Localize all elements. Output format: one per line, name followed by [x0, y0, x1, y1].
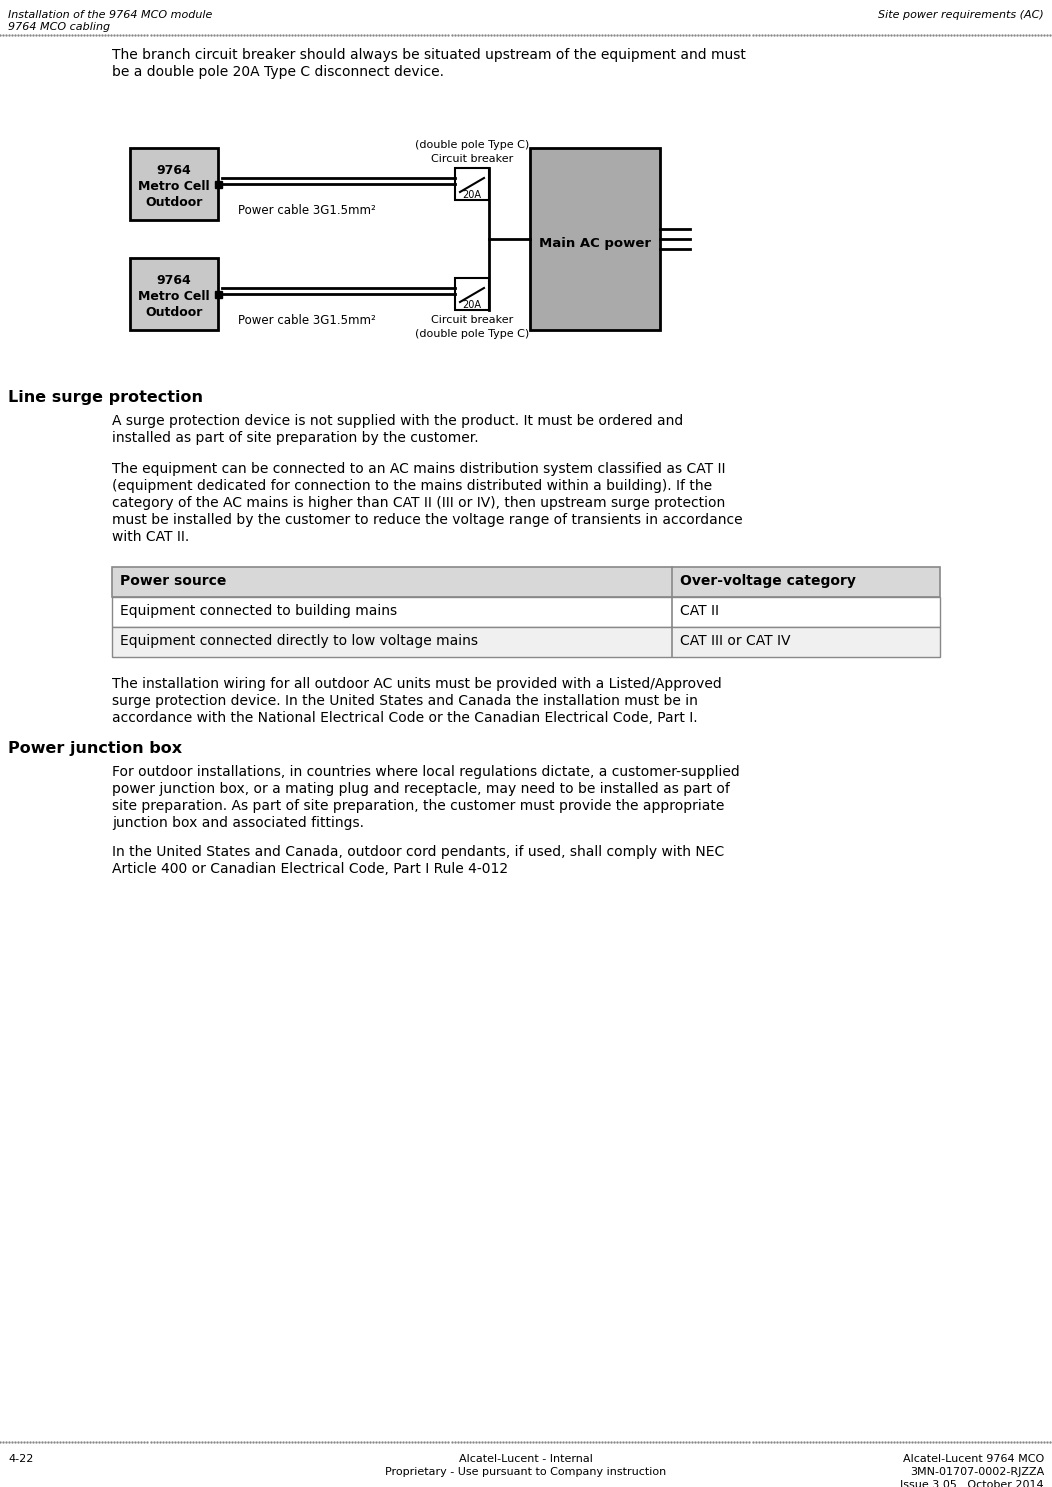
Text: Equipment connected directly to low voltage mains: Equipment connected directly to low volt…: [120, 633, 478, 648]
Text: 4-22: 4-22: [8, 1454, 34, 1465]
Text: The installation wiring for all outdoor AC units must be provided with a Listed/: The installation wiring for all outdoor …: [112, 677, 722, 691]
Bar: [215, 290, 222, 297]
Bar: [130, 149, 218, 220]
Text: For outdoor installations, in countries where local regulations dictate, a custo: For outdoor installations, in countries …: [112, 764, 740, 779]
Text: (double pole Type C): (double pole Type C): [414, 140, 529, 150]
Bar: [112, 596, 940, 628]
Text: must be installed by the customer to reduce the voltage range of transients in a: must be installed by the customer to red…: [112, 513, 743, 526]
Text: Power junction box: Power junction box: [8, 741, 182, 755]
Text: 9764: 9764: [157, 164, 191, 177]
Bar: [456, 168, 489, 199]
Text: The equipment can be connected to an AC mains distribution system classified as : The equipment can be connected to an AC …: [112, 462, 726, 476]
Text: installed as part of site preparation by the customer.: installed as part of site preparation by…: [112, 431, 479, 445]
Text: Circuit breaker: Circuit breaker: [431, 315, 513, 326]
Text: Proprietary - Use pursuant to Company instruction: Proprietary - Use pursuant to Company in…: [385, 1468, 667, 1477]
Text: with CAT II.: with CAT II.: [112, 529, 189, 544]
Text: Site power requirements (AC): Site power requirements (AC): [878, 10, 1044, 19]
Text: Outdoor: Outdoor: [145, 196, 203, 210]
Bar: [530, 149, 660, 330]
Text: Power source: Power source: [120, 574, 226, 587]
Text: Alcatel-Lucent - Internal: Alcatel-Lucent - Internal: [459, 1454, 593, 1465]
Text: 20A: 20A: [463, 190, 482, 199]
Text: CAT II: CAT II: [680, 604, 719, 619]
Text: Equipment connected to building mains: Equipment connected to building mains: [120, 604, 397, 619]
Bar: [456, 278, 489, 309]
Text: Issue 3.05   October 2014: Issue 3.05 October 2014: [901, 1480, 1044, 1487]
Text: Power cable 3G1.5mm²: Power cable 3G1.5mm²: [238, 314, 376, 327]
Text: Article 400 or Canadian Electrical Code, Part I Rule 4-012: Article 400 or Canadian Electrical Code,…: [112, 862, 508, 876]
Text: power junction box, or a mating plug and receptacle, may need to be installed as: power junction box, or a mating plug and…: [112, 782, 730, 796]
Text: Over-voltage category: Over-voltage category: [680, 574, 856, 587]
Bar: [215, 180, 222, 187]
Text: (double pole Type C): (double pole Type C): [414, 329, 529, 339]
Text: Line surge protection: Line surge protection: [8, 390, 203, 404]
Text: CAT III or CAT IV: CAT III or CAT IV: [680, 633, 790, 648]
Text: Installation of the 9764 MCO module: Installation of the 9764 MCO module: [8, 10, 213, 19]
Bar: [112, 628, 940, 657]
Text: be a double pole 20A Type C disconnect device.: be a double pole 20A Type C disconnect d…: [112, 65, 444, 79]
Text: accordance with the National Electrical Code or the Canadian Electrical Code, Pa: accordance with the National Electrical …: [112, 711, 697, 726]
Text: 20A: 20A: [463, 300, 482, 309]
Text: 9764 MCO cabling: 9764 MCO cabling: [8, 22, 110, 33]
Text: Alcatel-Lucent 9764 MCO: Alcatel-Lucent 9764 MCO: [903, 1454, 1044, 1465]
Text: Outdoor: Outdoor: [145, 306, 203, 320]
Text: In the United States and Canada, outdoor cord pendants, if used, shall comply wi: In the United States and Canada, outdoor…: [112, 845, 724, 859]
Text: Main AC power: Main AC power: [539, 238, 651, 250]
Bar: [112, 567, 940, 596]
Text: 9764: 9764: [157, 274, 191, 287]
Text: surge protection device. In the United States and Canada the installation must b: surge protection device. In the United S…: [112, 694, 697, 708]
Text: Circuit breaker: Circuit breaker: [431, 155, 513, 164]
Text: (equipment dedicated for connection to the mains distributed within a building).: (equipment dedicated for connection to t…: [112, 479, 712, 494]
Text: The branch circuit breaker should always be situated upstream of the equipment a: The branch circuit breaker should always…: [112, 48, 746, 62]
Text: category of the AC mains is higher than CAT II (III or IV), then upstream surge : category of the AC mains is higher than …: [112, 497, 725, 510]
Text: site preparation. As part of site preparation, the customer must provide the app: site preparation. As part of site prepar…: [112, 799, 725, 813]
Text: Metro Cell: Metro Cell: [138, 180, 209, 193]
Text: A surge protection device is not supplied with the product. It must be ordered a: A surge protection device is not supplie…: [112, 413, 683, 428]
Text: 3MN-01707-0002-RJZZA: 3MN-01707-0002-RJZZA: [910, 1468, 1044, 1477]
Bar: [130, 259, 218, 330]
Text: Metro Cell: Metro Cell: [138, 290, 209, 303]
Text: Power cable 3G1.5mm²: Power cable 3G1.5mm²: [238, 204, 376, 217]
Text: junction box and associated fittings.: junction box and associated fittings.: [112, 816, 364, 830]
